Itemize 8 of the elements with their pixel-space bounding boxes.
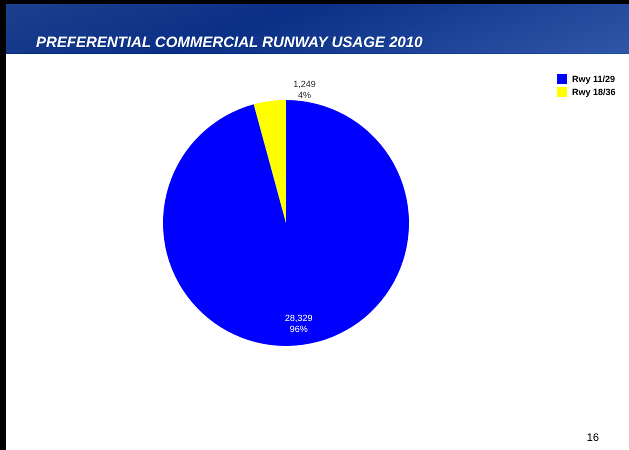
legend-label: Rwy 11/29	[572, 74, 616, 84]
data-label: 1,249 4%	[293, 79, 316, 100]
text: 16	[586, 432, 599, 444]
chart-title: PREFERENTIAL COMMERCIAL RUNWAY USAGE 2010	[36, 34, 422, 51]
pie-slice	[163, 100, 409, 346]
pie-slice	[254, 100, 286, 223]
data-label: 28,329 96%	[284, 313, 312, 334]
legend-label: Rwy 18/36	[572, 87, 616, 97]
